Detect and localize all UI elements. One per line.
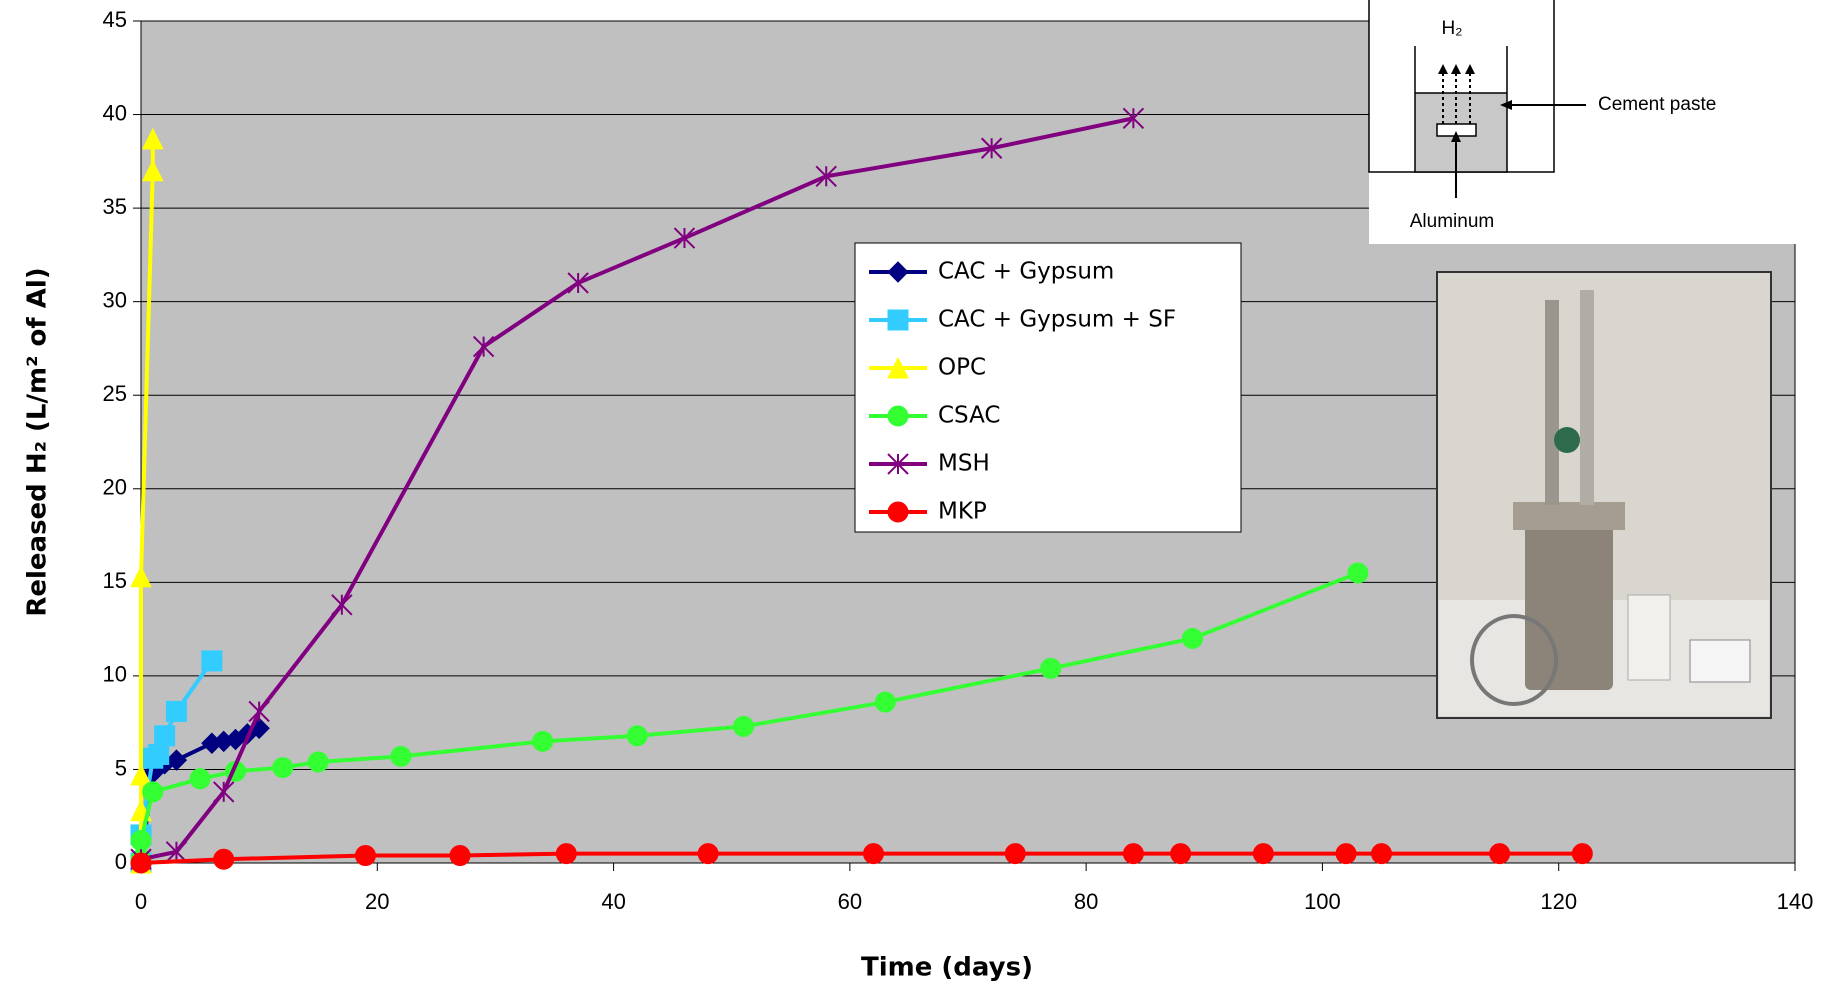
legend-label: CSAC — [938, 403, 1000, 429]
marker — [1348, 563, 1368, 583]
y-tick-label: 15 — [103, 568, 127, 593]
x-tick-label: 80 — [1074, 889, 1098, 914]
marker — [1372, 844, 1392, 864]
marker — [875, 692, 895, 712]
marker — [863, 844, 883, 864]
x-tick-label: 60 — [838, 889, 862, 914]
marker — [556, 844, 576, 864]
marker — [698, 844, 718, 864]
gas-label: H₂ — [1441, 18, 1462, 39]
y-tick-label: 45 — [103, 7, 127, 32]
y-tick-label: 40 — [103, 100, 127, 125]
marker — [131, 831, 151, 851]
reactor-photo — [1437, 272, 1771, 718]
legend-label: MKP — [938, 499, 987, 525]
marker — [391, 746, 411, 766]
aluminum-label: Aluminum — [1410, 211, 1494, 232]
marker — [1336, 844, 1356, 864]
marker — [355, 846, 375, 866]
marker — [1572, 844, 1592, 864]
marker — [1253, 844, 1273, 864]
inset-diagram: H₂ Cement paste Aluminum — [1369, 0, 1822, 244]
legend-label: CAC + Gypsum — [938, 259, 1114, 285]
y-tick-label: 30 — [103, 287, 127, 312]
marker — [888, 310, 908, 330]
y-tick-label: 25 — [103, 381, 127, 406]
marker — [149, 744, 169, 764]
marker — [450, 846, 470, 866]
marker — [190, 769, 210, 789]
x-tick-label: 120 — [1540, 889, 1577, 914]
marker — [131, 853, 151, 873]
marker — [1041, 658, 1061, 678]
chart: 0 5 10 15 20 25 30 35 40 45 0 20 40 60 80 100 120 140 H₂ … — [0, 0, 1822, 987]
x-tick-label: 20 — [365, 889, 389, 914]
paste-label: Cement paste — [1598, 94, 1716, 115]
marker — [273, 758, 293, 778]
marker — [533, 731, 553, 751]
legend-label: MSH — [938, 451, 990, 477]
x-axis-title: Time (days) — [861, 953, 1033, 983]
y-tick-label: 5 — [115, 755, 127, 780]
y-tick-label: 0 — [115, 849, 127, 874]
marker — [214, 849, 234, 869]
marker — [1490, 844, 1510, 864]
x-tick-label: 100 — [1304, 889, 1341, 914]
legend-label: CAC + Gypsum + SF — [938, 307, 1176, 333]
marker — [308, 752, 328, 772]
marker — [1005, 844, 1025, 864]
marker — [1123, 844, 1143, 864]
marker — [1182, 628, 1202, 648]
marker — [734, 716, 754, 736]
marker — [143, 782, 163, 802]
x-tick-label: 140 — [1777, 889, 1814, 914]
y-tick-label: 35 — [103, 194, 127, 219]
y-axis-title: Released H₂ (L/m² of Al) — [23, 267, 53, 616]
marker — [202, 651, 222, 671]
x-tick-label: 0 — [135, 889, 147, 914]
y-tick-label: 10 — [103, 662, 127, 687]
marker — [627, 726, 647, 746]
marker — [888, 406, 908, 426]
y-tick-label: 20 — [103, 475, 127, 500]
legend: CAC + Gypsum CAC + Gypsum + SF OPC CSAC MSH M… — [855, 243, 1241, 532]
legend-label: OPC — [938, 355, 986, 381]
marker — [888, 502, 908, 522]
x-tick-label: 40 — [601, 889, 625, 914]
marker — [1171, 844, 1191, 864]
marker — [166, 701, 186, 721]
marker — [155, 726, 175, 746]
